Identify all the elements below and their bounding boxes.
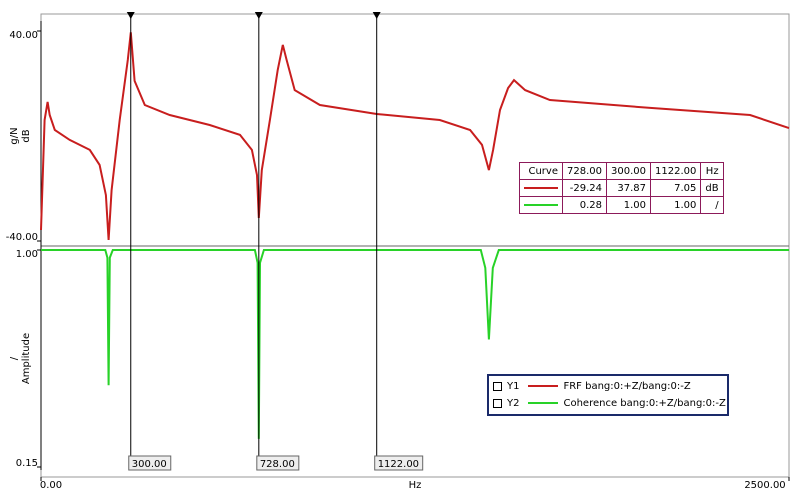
readout-cell: 1122.00 xyxy=(649,162,702,180)
cursor-handle[interactable] xyxy=(372,12,381,19)
readout-row: 0.28 1.00 1.00/ xyxy=(519,196,724,214)
cursor-handle[interactable] xyxy=(254,12,263,19)
readout-cell: 7.05 xyxy=(649,179,702,197)
cursor-label: 1122.00 xyxy=(378,459,419,470)
readout-cell: dB xyxy=(700,179,724,197)
y-axis-unit: Amplitude xyxy=(21,333,32,384)
readout-cell: 1.00 xyxy=(649,196,702,214)
legend: Y1 FRF bang:0:+Z/bang:0:-Z Y2 Coherence ban… xyxy=(487,374,729,416)
legend-entry: Y2 Coherence bang:0:+Z/bang:0:-Z xyxy=(493,395,726,411)
y-tick-label: -40.00 xyxy=(6,232,38,243)
y-tick-label: 0.15 xyxy=(16,458,38,469)
x-axis-label: Hz xyxy=(409,480,422,491)
y-axis-label: g/N xyxy=(9,127,20,144)
readout-cell: 728.00 xyxy=(562,162,607,180)
y-tick-label: 40.00 xyxy=(9,30,38,41)
cursor-label: 728.00 xyxy=(260,459,295,470)
y-axis-unit: dB xyxy=(21,129,32,142)
checkbox[interactable] xyxy=(493,381,502,391)
cursor-label-box xyxy=(374,455,424,471)
readout-cell: -29.24 xyxy=(562,179,607,197)
y-axis-label: / xyxy=(9,356,20,360)
curve-swatch xyxy=(519,179,563,197)
cursor-label-box xyxy=(128,455,172,471)
readout-cell: Hz xyxy=(700,162,724,180)
readout-cell: 1.00 xyxy=(606,196,651,214)
curve-swatch xyxy=(519,196,563,214)
readout-cell: 300.00 xyxy=(606,162,651,180)
readout-table: Curve 728.00 300.00 1122.00 Hz -29.24 37.87 7.0… xyxy=(519,162,724,214)
readout-cell: 0.28 xyxy=(562,196,607,214)
legend-label: Coherence bang:0:+Z/bang:0:-Z xyxy=(563,397,726,409)
cursor-label-box xyxy=(256,455,300,471)
legend-swatch xyxy=(528,402,559,404)
legend-entry: Y1 FRF bang:0:+Z/bang:0:-Z xyxy=(493,378,691,394)
readout-cell: / xyxy=(700,196,724,214)
readout-cell: Curve xyxy=(519,162,563,180)
readout-cell: 37.87 xyxy=(606,179,651,197)
x-tick-label: 0.00 xyxy=(40,480,62,491)
cursor-handle[interactable] xyxy=(126,12,135,19)
readout-row: -29.24 37.87 7.05 dB xyxy=(519,179,724,197)
x-tick-label: 2500.00 xyxy=(744,480,785,491)
legend-axis: Y2 xyxy=(507,397,520,409)
legend-swatch xyxy=(528,385,559,387)
readout-row: Curve 728.00 300.00 1122.00 Hz xyxy=(519,162,724,180)
cursor-label: 300.00 xyxy=(132,459,167,470)
legend-axis: Y1 xyxy=(507,380,520,392)
legend-label: FRF bang:0:+Z/bang:0:-Z xyxy=(563,380,691,392)
y-tick-label: 1.00 xyxy=(16,249,38,260)
checkbox[interactable] xyxy=(493,398,502,408)
